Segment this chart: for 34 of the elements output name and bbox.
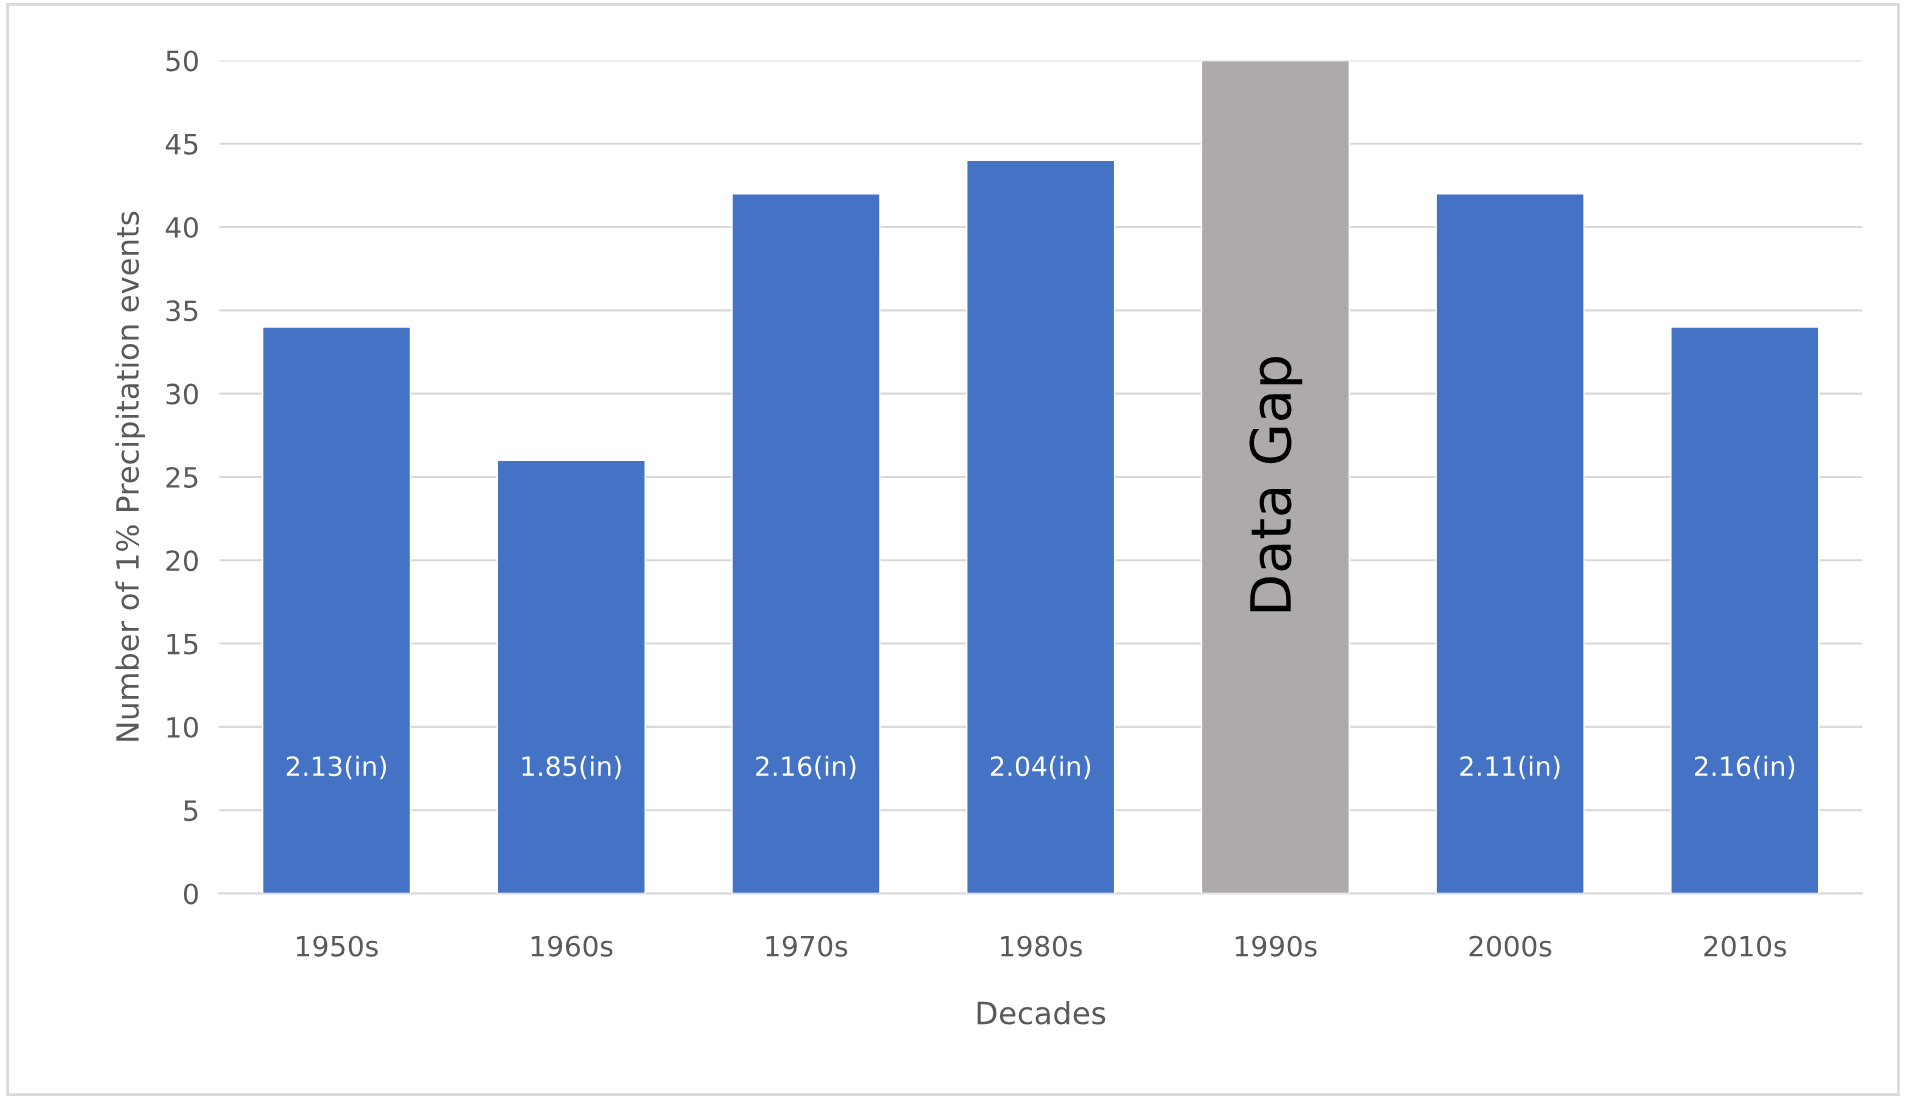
y-tick-label: 20: [166, 550, 198, 572]
x-tick-label: 2000s: [1469, 935, 1552, 957]
bar: [966, 159, 1116, 894]
y-tick-label: 45: [165, 134, 198, 155]
y-tick-label: 10: [167, 716, 198, 738]
x-axis-title: Decades: [977, 1000, 1106, 1025]
annotation: 2.13(in): [286, 755, 386, 780]
bar: [496, 459, 646, 894]
annotation: Data Gap: [1249, 356, 1303, 612]
y-tick-label: 35: [166, 300, 198, 322]
annotation: 1.85(in): [522, 755, 621, 780]
bar: [1200, 60, 1351, 894]
bar: [1670, 326, 1820, 894]
annotation: 2.16(in): [1695, 755, 1795, 780]
annotation: 2.04(in): [990, 755, 1091, 780]
y-axis-title: Number of 1% Precipitation events: [115, 211, 145, 741]
y-tick-label: 5: [184, 800, 198, 822]
x-tick-label: 1980s: [1001, 935, 1082, 957]
y-tick-label: 40: [165, 216, 198, 238]
y-tick-label: 30: [166, 383, 198, 405]
y-tick-label: 25: [166, 466, 198, 488]
annotation: 2.16(in): [756, 755, 856, 780]
x-tick-label: 1950s: [297, 935, 378, 957]
bar: [1435, 193, 1585, 894]
y-tick-label: 50: [166, 50, 198, 72]
bar: [731, 193, 881, 894]
x-tick-label: 2010s: [1704, 935, 1787, 957]
annotation: 2.11(in): [1460, 755, 1560, 780]
x-tick-label: 1970s: [766, 935, 848, 957]
x-tick-label: 1960s: [531, 935, 613, 957]
bar: [261, 326, 412, 894]
y-tick-label: 0: [183, 883, 198, 905]
y-tick-label: 15: [167, 633, 198, 655]
x-tick-label: 1990s: [1235, 935, 1317, 957]
